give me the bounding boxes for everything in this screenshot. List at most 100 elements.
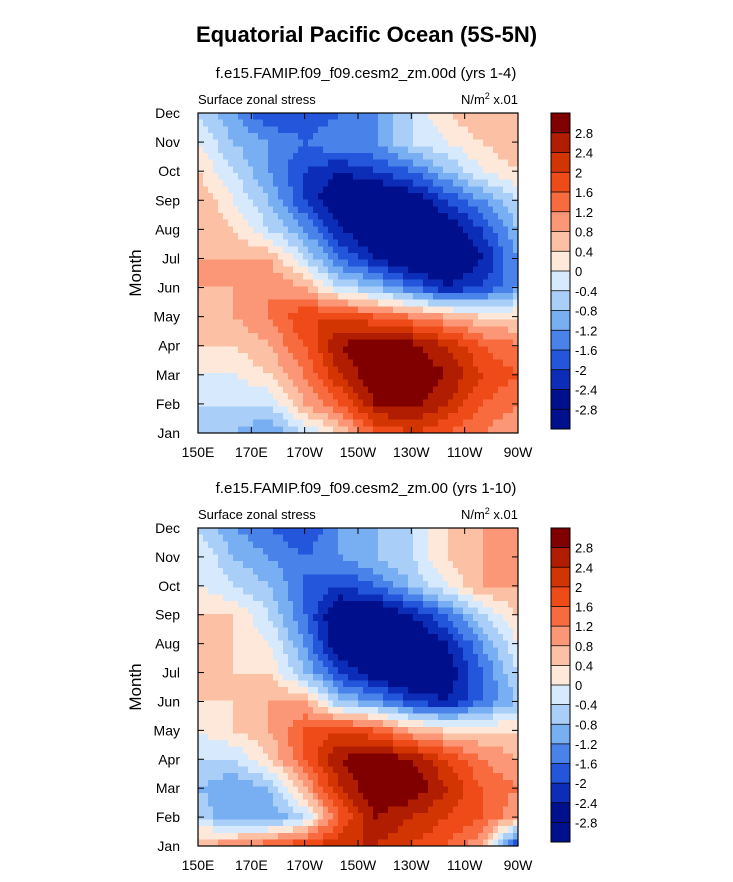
heatmap-cell [408, 253, 414, 261]
heatmap-cell [513, 680, 519, 688]
heatmap-cell [458, 594, 464, 602]
heatmap-cell [333, 219, 339, 227]
colorbar: 2.82.421.61.20.80.40-0.4-0.8-1.2-1.6-2-2… [550, 112, 597, 430]
heatmap-cell [443, 193, 449, 201]
heatmap-cell [378, 660, 384, 668]
heatmap-cell [383, 574, 389, 582]
heatmap-cell [408, 346, 414, 354]
heatmap-cell [288, 581, 294, 589]
heatmap-cell [343, 680, 349, 688]
heatmap-cell [283, 386, 289, 394]
heatmap-cell [313, 279, 319, 287]
heatmap-cell [438, 326, 444, 334]
heatmap-cell [248, 233, 254, 241]
heatmap-cell [318, 199, 324, 207]
heatmap-cell [288, 687, 294, 695]
heatmap-cell [208, 399, 214, 407]
heatmap-cell [398, 326, 404, 334]
heatmap-cell [513, 620, 519, 628]
heatmap-cell [488, 246, 494, 254]
heatmap-cell [378, 627, 384, 635]
heatmap-cell [288, 547, 294, 556]
heatmap-cell [243, 600, 249, 609]
heatmap-cell [473, 607, 479, 615]
heatmap-cell [493, 186, 499, 194]
heatmap-cell [268, 153, 274, 161]
heatmap-cell [233, 693, 239, 701]
heatmap-cell [243, 119, 249, 127]
heatmap-cell [423, 386, 429, 394]
heatmap-cell [323, 426, 329, 434]
heatmap-cell [328, 561, 334, 569]
heatmap-cell [478, 426, 484, 434]
heatmap-cell [333, 293, 339, 301]
heatmap-cell [493, 534, 499, 542]
heatmap-cell [308, 607, 314, 615]
heatmap-cell [358, 173, 364, 181]
heatmap-cell [373, 640, 379, 648]
heatmap-cell [348, 653, 354, 662]
heatmap-cell [338, 133, 344, 141]
heatmap-cell [493, 193, 499, 201]
heatmap-cell [458, 379, 464, 387]
heatmap-cell [413, 186, 419, 194]
heatmap-cell [283, 379, 289, 387]
heatmap-cell [238, 259, 244, 267]
heatmap-cell [448, 620, 454, 628]
heatmap-cell [313, 119, 319, 127]
heatmap-cell [453, 647, 459, 655]
heatmap-cell [283, 299, 289, 307]
heatmap-cell [308, 266, 314, 274]
heatmap-cell [213, 226, 219, 234]
heatmap-cell [198, 353, 204, 361]
heatmap-cell [293, 213, 299, 221]
heatmap-cell [228, 528, 234, 536]
heatmap-cell [263, 199, 269, 207]
heatmap-cell [233, 547, 239, 556]
heatmap-cell [253, 406, 259, 414]
heatmap-cell [398, 146, 404, 154]
heatmap-cell [213, 567, 219, 575]
heatmap-cell [368, 239, 374, 247]
heatmap-cell [363, 534, 369, 542]
heatmap-cell [423, 199, 429, 207]
heatmap-cell [198, 647, 204, 655]
heatmap-cell [328, 293, 334, 301]
heatmap-cell [513, 393, 519, 401]
heatmap-cell [368, 614, 374, 622]
heatmap-cell [278, 653, 284, 662]
heatmap-cell [203, 574, 209, 582]
heatmap-cell [218, 346, 224, 354]
heatmap-cell [288, 119, 294, 127]
heatmap-cell [463, 700, 469, 708]
heatmap-cell [438, 541, 444, 549]
heatmap-cell [508, 213, 514, 221]
heatmap-cell [293, 139, 299, 147]
heatmap-cell [333, 259, 339, 267]
heatmap-cell [273, 273, 279, 281]
heatmap-cell [353, 339, 359, 347]
heatmap-cell [408, 159, 414, 167]
heatmap-cell [408, 153, 414, 161]
heatmap-cell [438, 139, 444, 147]
heatmap-cell [468, 554, 474, 562]
heatmap-cell [233, 366, 239, 374]
heatmap-cell [433, 346, 439, 354]
heatmap-cell [503, 567, 509, 575]
heatmap-cell [328, 386, 334, 394]
heatmap-cell [423, 259, 429, 267]
heatmap-cell [308, 393, 314, 401]
heatmap-cell [333, 366, 339, 374]
heatmap-cell [308, 561, 314, 569]
heatmap-cell [203, 614, 209, 622]
heatmap-cell [273, 680, 279, 688]
heatmap-cell [233, 653, 239, 662]
heatmap-cell [353, 186, 359, 194]
heatmap-cell [403, 233, 409, 241]
heatmap-cell [358, 647, 364, 655]
heatmap-cell [233, 528, 239, 536]
heatmap-cell [283, 660, 289, 668]
colorbar-box [551, 192, 570, 213]
heatmap-cell [363, 587, 369, 595]
heatmap-cell [483, 547, 489, 556]
